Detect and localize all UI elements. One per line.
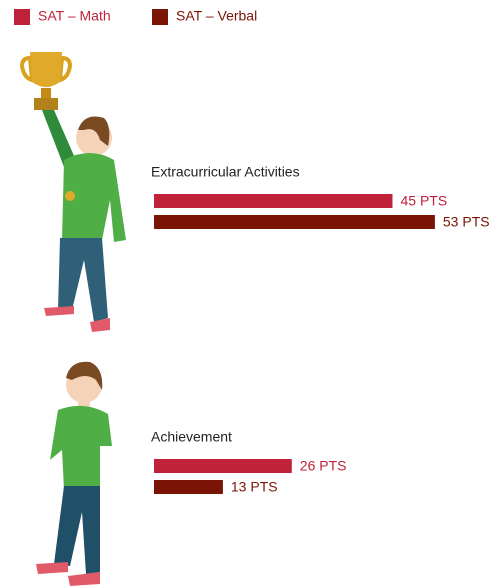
bar	[154, 459, 292, 473]
figure-standing	[36, 361, 112, 586]
bar	[154, 480, 223, 494]
category-label: Achievement	[151, 429, 232, 445]
legend-label: SAT – Verbal	[176, 8, 257, 24]
figure-trophy	[19, 52, 126, 332]
category-label: Extracurricular Activities	[151, 164, 300, 180]
bar	[154, 215, 435, 229]
legend-swatch	[152, 9, 168, 25]
legend-swatch	[14, 9, 30, 25]
value-label: 45 PTS	[401, 193, 448, 209]
value-label: 13 PTS	[231, 479, 278, 495]
bar	[154, 194, 393, 208]
legend-label: SAT – Math	[38, 8, 111, 24]
value-label: 53 PTS	[443, 214, 490, 230]
value-label: 26 PTS	[300, 458, 347, 474]
